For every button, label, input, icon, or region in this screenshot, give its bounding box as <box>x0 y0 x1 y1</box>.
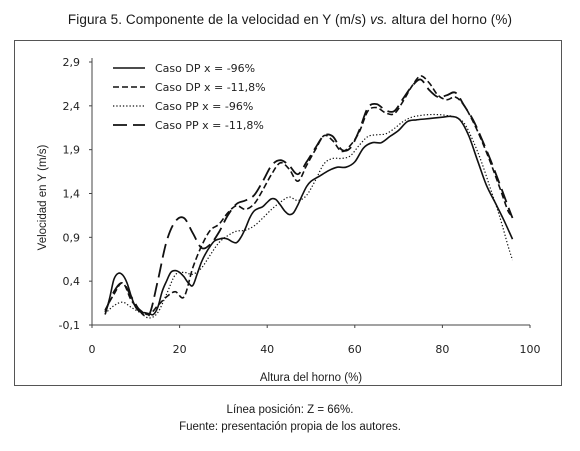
x-tick-label: 60 <box>348 343 362 356</box>
figure-title-italic: vs. <box>370 12 388 27</box>
x-tick-label: 0 <box>89 343 96 356</box>
chart-axes: -0,1 0,4 0,9 1,4 1,9 2,4 2,9 0 20 40 60 80 100 Altura… <box>37 56 541 384</box>
legend-label-4: Caso PP x = -11,8% <box>155 119 264 132</box>
chart-frame <box>14 40 562 386</box>
chart-series-lines <box>104 75 514 319</box>
legend-label-1: Caso DP x = -96% <box>155 62 255 75</box>
series-line-4 <box>104 78 514 319</box>
y-tick-label: 2,9 <box>63 56 81 69</box>
x-axis-label: Altura del horno (%) <box>260 372 362 384</box>
series-line-2 <box>104 75 514 316</box>
legend-label-3: Caso PP x = -96% <box>155 100 253 113</box>
series-line-1 <box>104 115 514 316</box>
y-tick-label: 1,4 <box>63 188 81 201</box>
x-tick-label: 100 <box>520 343 541 356</box>
y-tick-label: 2,4 <box>63 100 81 113</box>
figure-title: Figura 5. Componente de la velocidad en … <box>0 12 580 27</box>
y-tick-label: -0,1 <box>59 319 80 332</box>
y-tick-label: 1,9 <box>63 144 81 157</box>
legend-label-2: Caso DP x = -11,8% <box>155 81 266 94</box>
position-note: Línea posición: Z = 66%. <box>226 404 354 416</box>
y-tick-label: 0,4 <box>63 275 81 288</box>
source-note: Fuente: presentación propia de los autor… <box>179 421 401 433</box>
y-tick-label: 0,9 <box>63 231 81 244</box>
series-line-3 <box>104 113 514 319</box>
x-tick-label: 20 <box>173 343 187 356</box>
chart-legend: Caso DP x = -96% Caso DP x = -11,8% Caso P… <box>113 62 266 132</box>
figure-notes: Línea posición: Z = 66%. Fuente: present… <box>0 402 580 436</box>
figure-title-prefix: Figura 5. Componente de la velocidad en … <box>67 12 371 27</box>
x-tick-label: 80 <box>435 343 449 356</box>
x-tick-label: 40 <box>260 343 274 356</box>
y-axis-label: Velocidad en Y (m/s) <box>37 144 49 250</box>
figure-title-suffix: altura del horno (%) <box>387 12 513 27</box>
